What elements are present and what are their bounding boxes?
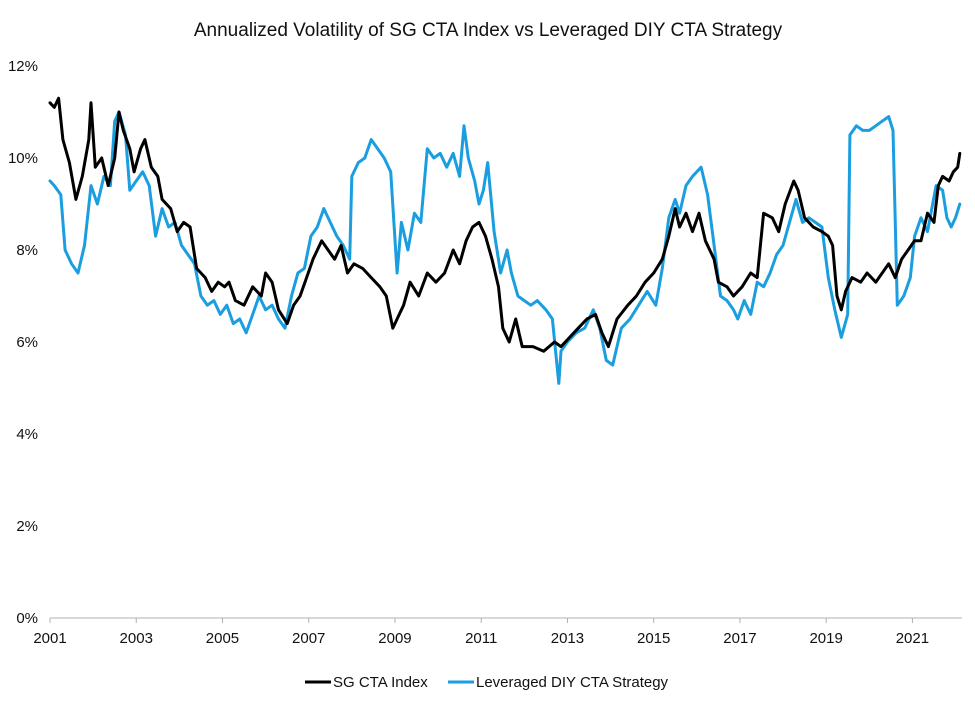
x-tick-label: 2007 bbox=[292, 630, 325, 647]
y-axis-tick-labels: 0% 2% 4% 6% 8% 10% 12% bbox=[8, 58, 38, 627]
y-tick-label: 2% bbox=[16, 518, 38, 535]
x-tick-label: 2003 bbox=[120, 630, 153, 647]
y-tick-label: 0% bbox=[16, 610, 38, 627]
legend-label: SG CTA Index bbox=[333, 674, 428, 691]
x-tick-label: 2001 bbox=[33, 630, 66, 647]
y-tick-label: 6% bbox=[16, 334, 38, 351]
legend: SG CTA Index Leveraged DIY CTA Strategy bbox=[305, 674, 669, 691]
x-tick-label: 2021 bbox=[896, 630, 929, 647]
series-line-leveraged-diy-cta bbox=[48, 110, 962, 385]
legend-item-leveraged-diy-cta: Leveraged DIY CTA Strategy bbox=[448, 674, 669, 691]
legend-item-sg-cta-index: SG CTA Index bbox=[305, 674, 428, 691]
chart-title: Annualized Volatility of SG CTA Index vs… bbox=[194, 20, 783, 41]
series-line-sg-cta-index bbox=[48, 96, 962, 353]
x-tick-label: 2009 bbox=[378, 630, 411, 647]
legend-label: Leveraged DIY CTA Strategy bbox=[476, 674, 669, 691]
x-tick-label: 2015 bbox=[637, 630, 670, 647]
x-tick-label: 2013 bbox=[551, 630, 584, 647]
series-lines bbox=[48, 96, 962, 385]
x-tick-label: 2005 bbox=[206, 630, 239, 647]
y-tick-label: 12% bbox=[8, 58, 38, 75]
x-tick-label: 2011 bbox=[465, 630, 497, 647]
y-tick-label: 10% bbox=[8, 150, 38, 167]
x-axis-ticks: 2001 2003 2005 2007 2009 2011 2013 2015 2017 2019… bbox=[33, 618, 929, 647]
y-tick-label: 4% bbox=[16, 426, 38, 443]
y-tick-label: 8% bbox=[16, 242, 38, 259]
x-tick-label: 2019 bbox=[809, 630, 842, 647]
x-tick-label: 2017 bbox=[723, 630, 756, 647]
